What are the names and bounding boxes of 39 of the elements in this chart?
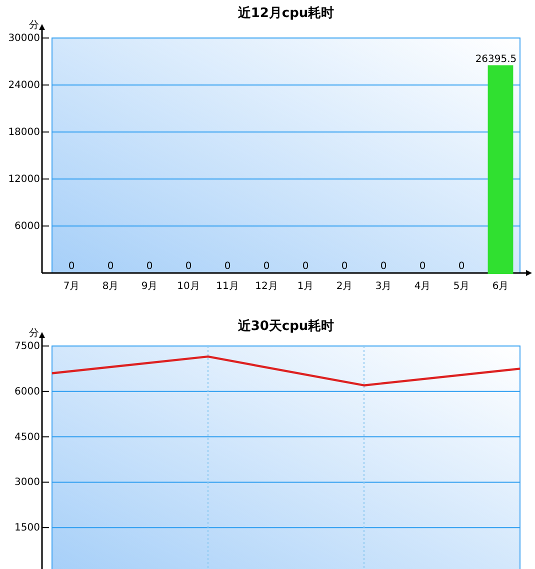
data-label: 0 bbox=[68, 261, 75, 272]
x-tick-label: 8月 bbox=[102, 281, 119, 292]
x-tick-label: 5月 bbox=[453, 281, 470, 292]
x-tick-label: 4月 bbox=[414, 281, 431, 292]
y-tick-label: 30000 bbox=[8, 33, 40, 44]
y-axis-title: 分 bbox=[29, 19, 39, 31]
data-label: 0 bbox=[224, 261, 231, 272]
y-tick-label: 4500 bbox=[14, 432, 40, 443]
x-tick-label: 2月 bbox=[336, 281, 353, 292]
x-tick-label: 6月 bbox=[492, 281, 509, 292]
data-label: 0 bbox=[107, 261, 114, 272]
data-label: 0 bbox=[341, 261, 348, 272]
x-tick-label: 3月 bbox=[375, 281, 392, 292]
chart-title: 近12月cpu耗时 bbox=[236, 5, 334, 21]
y-tick-label: 24000 bbox=[8, 80, 40, 91]
data-label: 0 bbox=[302, 261, 309, 272]
y-tick-label: 12000 bbox=[8, 174, 40, 185]
x-tick-label: 11月 bbox=[216, 281, 239, 292]
data-label: 0 bbox=[146, 261, 153, 272]
y-axis-title: 分 bbox=[29, 327, 39, 339]
data-label: 0 bbox=[380, 261, 387, 272]
x-tick-label: 12月 bbox=[255, 281, 278, 292]
data-label: 0 bbox=[263, 261, 270, 272]
x-tick-label: 7月 bbox=[63, 281, 80, 292]
x-tick-label: 1月 bbox=[297, 281, 314, 292]
y-tick-label: 6000 bbox=[14, 386, 40, 398]
data-label: 0 bbox=[458, 261, 465, 272]
y-tick-label: 1500 bbox=[14, 522, 40, 534]
data-label: 0 bbox=[419, 261, 426, 272]
y-tick-label: 7500 bbox=[14, 341, 40, 352]
data-label: 0 bbox=[185, 261, 192, 272]
y-tick-label: 3000 bbox=[14, 477, 40, 488]
x-tick-label: 9月 bbox=[141, 281, 158, 292]
x-tick-label: 10月 bbox=[177, 281, 200, 292]
data-label: 26395.5 bbox=[475, 54, 517, 66]
chart-title: 近30天cpu耗时 bbox=[236, 318, 334, 334]
y-tick-label: 6000 bbox=[14, 221, 40, 232]
line-series bbox=[50, 355, 522, 386]
y-tick-label: 18000 bbox=[8, 127, 40, 138]
